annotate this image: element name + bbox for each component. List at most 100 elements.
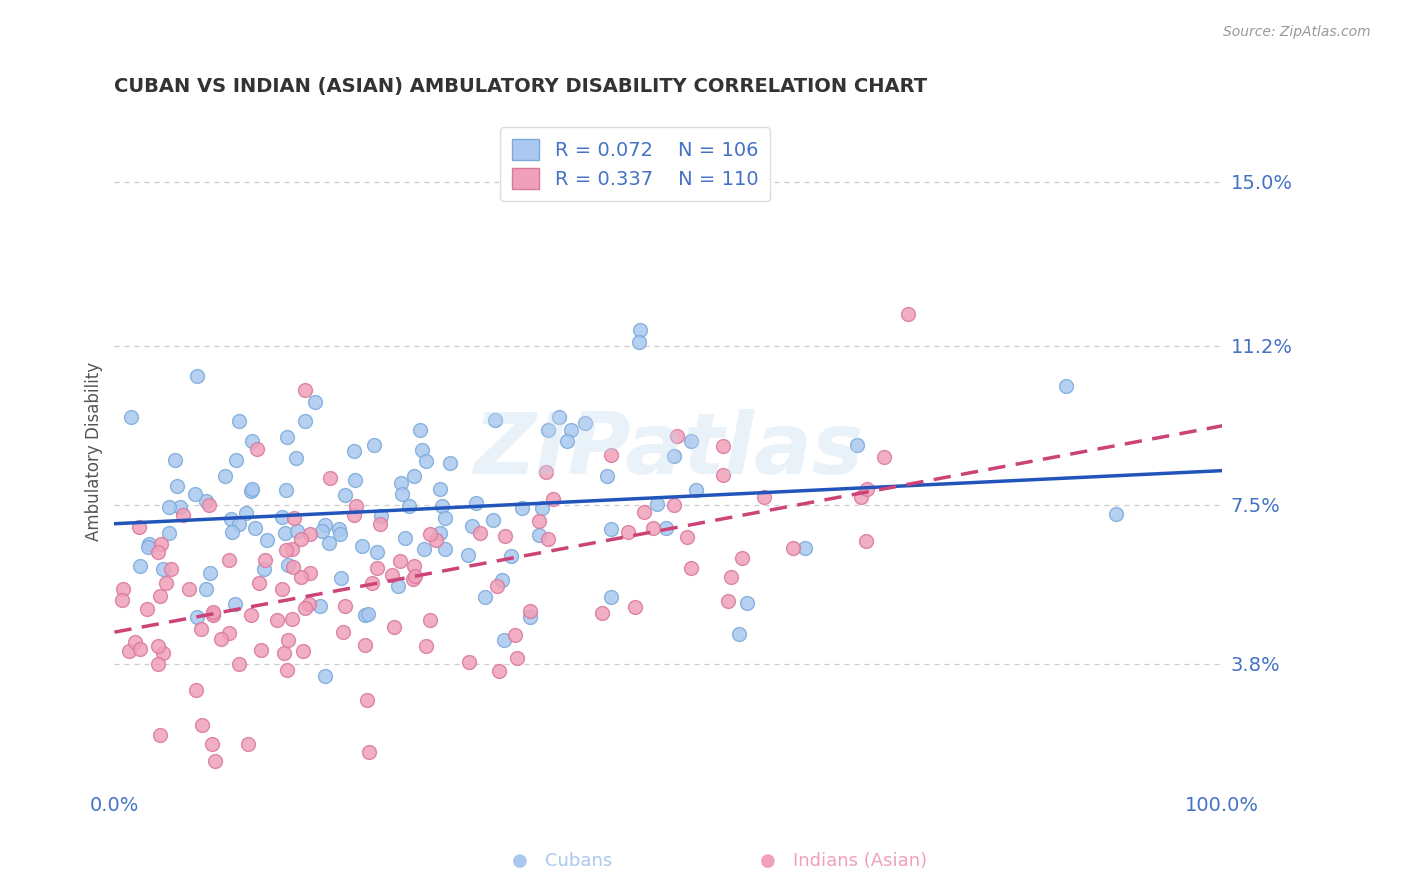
Point (149, 590, 172, 604)
Point (645, 497, 668, 511)
Point (1105, 507, 1128, 521)
Point (235, 506, 257, 520)
Point (194, 582, 217, 596)
Point (388, 554, 411, 568)
Point (366, 545, 388, 559)
Y-axis label: Ambulatory Disability: Ambulatory Disability (86, 361, 103, 541)
Point (271, 582, 294, 596)
Point (277, 632, 299, 647)
Point (204, 754, 226, 768)
Point (332, 625, 354, 640)
Point (394, 532, 416, 546)
Point (855, 533, 877, 548)
Point (274, 525, 297, 540)
Point (128, 520, 150, 534)
Point (391, 486, 413, 500)
Point (430, 499, 453, 513)
Point (555, 434, 578, 448)
Point (353, 607, 375, 622)
Point (253, 562, 276, 576)
Point (283, 560, 305, 574)
Point (152, 562, 174, 576)
Point (240, 483, 263, 497)
Point (506, 651, 529, 665)
Point (224, 597, 246, 611)
Point (179, 582, 201, 597)
Point (856, 482, 879, 496)
Point (415, 640, 437, 654)
Point (662, 450, 685, 464)
Point (256, 533, 278, 547)
Point (299, 566, 322, 580)
Point (711, 467, 734, 482)
Point (534, 465, 557, 479)
Point (136, 602, 159, 616)
Point (543, 491, 565, 506)
Point (402, 572, 425, 586)
Point (128, 642, 150, 657)
Point (287, 524, 309, 538)
Point (491, 573, 513, 587)
Point (243, 521, 266, 535)
Point (419, 527, 441, 541)
Point (413, 541, 436, 556)
Point (628, 323, 651, 337)
Point (356, 693, 378, 707)
Point (136, 540, 159, 554)
Point (359, 745, 381, 759)
Point (294, 383, 316, 397)
Point (146, 545, 169, 559)
Point (782, 541, 804, 556)
Point (560, 424, 582, 438)
Point (527, 514, 550, 528)
Point (271, 510, 294, 524)
Point (318, 536, 340, 550)
Point (363, 438, 385, 452)
Point (547, 410, 569, 425)
Point (138, 537, 160, 551)
Point (228, 657, 250, 672)
Point (643, 521, 665, 535)
Point (201, 607, 224, 622)
Point (404, 569, 426, 583)
Point (304, 395, 326, 409)
Point (849, 490, 872, 504)
Point (254, 553, 277, 567)
Point (461, 519, 484, 533)
Point (281, 541, 304, 556)
Point (246, 442, 269, 457)
Point (731, 551, 754, 566)
Point (735, 595, 758, 609)
Point (354, 638, 377, 652)
Point (239, 483, 262, 498)
Point (276, 430, 298, 444)
Point (247, 576, 270, 591)
Point (184, 486, 207, 500)
Point (124, 634, 146, 648)
Point (218, 553, 240, 567)
Point (225, 453, 247, 467)
Point (627, 334, 650, 349)
Point (505, 628, 527, 642)
Point (330, 570, 353, 584)
Point (344, 473, 367, 487)
Text: ●   Cubans: ● Cubans (512, 852, 613, 870)
Point (439, 456, 461, 470)
Point (600, 590, 623, 604)
Point (146, 657, 169, 672)
Point (118, 644, 141, 658)
Point (314, 518, 336, 533)
Point (163, 453, 186, 467)
Point (186, 682, 208, 697)
Point (311, 524, 333, 538)
Point (679, 434, 702, 448)
Point (276, 663, 298, 677)
Point (214, 469, 236, 483)
Point (382, 620, 405, 634)
Point (368, 516, 391, 531)
Point (537, 532, 560, 546)
Point (457, 548, 479, 562)
Point (519, 610, 541, 624)
Legend: R = 0.072    N = 106, R = 0.337    N = 110: R = 0.072 N = 106, R = 0.337 N = 110 (501, 128, 770, 201)
Point (298, 526, 321, 541)
